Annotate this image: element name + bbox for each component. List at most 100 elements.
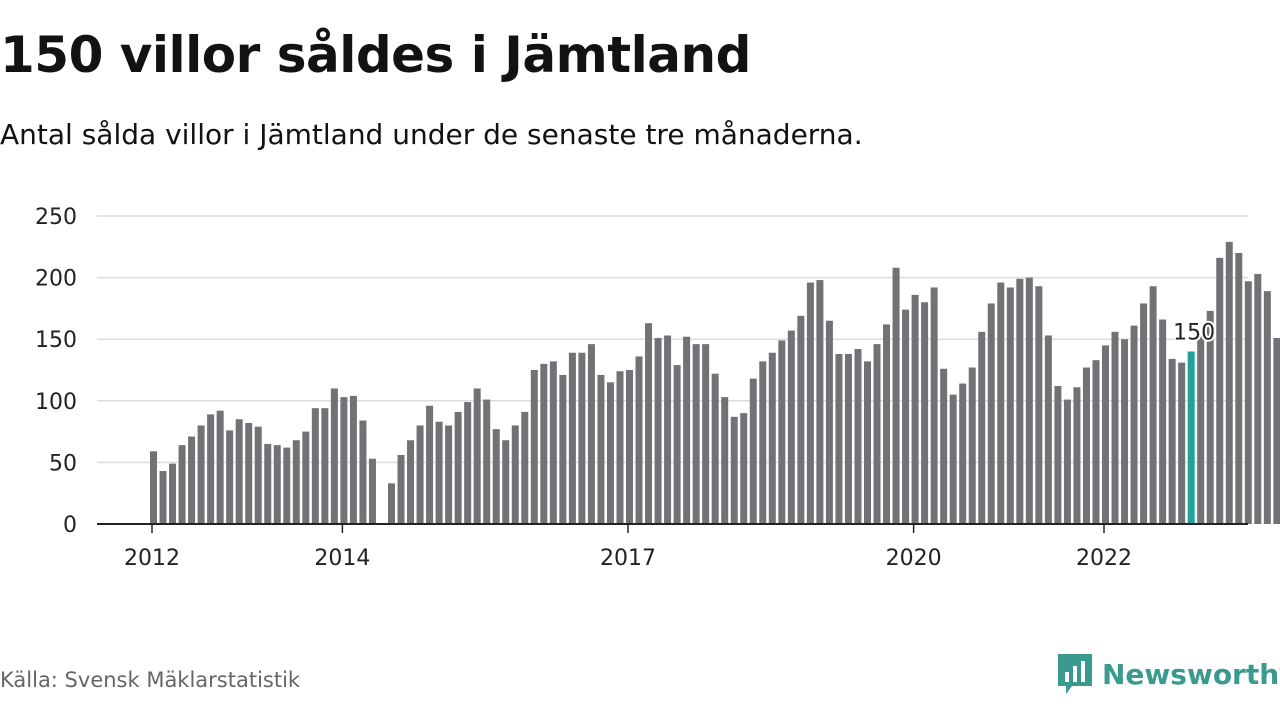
bar (178, 445, 186, 524)
chart-subtitle: Antal sålda villor i Jämtland under de s… (0, 118, 863, 151)
bar (1244, 281, 1252, 524)
newsworthy-logo-icon (1058, 654, 1092, 694)
bar (1102, 345, 1109, 524)
bar (169, 463, 177, 524)
bar (549, 361, 557, 524)
bar (302, 431, 310, 524)
x-tick-label: 2022 (1076, 546, 1132, 571)
bar (759, 361, 767, 524)
x-tick-label: 2020 (886, 546, 942, 571)
bar (359, 420, 367, 524)
y-tick-label: 50 (49, 451, 77, 476)
bar (578, 352, 586, 524)
bar (1178, 362, 1186, 524)
y-tick-label: 0 (63, 513, 77, 538)
bar (1206, 310, 1214, 524)
bar (1073, 387, 1081, 524)
bar (1263, 291, 1271, 524)
y-tick-label: 150 (35, 328, 77, 353)
bar (797, 315, 805, 524)
source-note: Källa: Svensk Mäklarstatistik (0, 668, 301, 692)
y-tick-label: 200 (35, 267, 77, 292)
bar (235, 419, 243, 524)
y-tick-label: 100 (35, 390, 77, 415)
bar (454, 411, 462, 524)
bar (1254, 273, 1262, 524)
bar (311, 408, 319, 524)
bar (1063, 399, 1071, 524)
bar (1016, 278, 1024, 524)
bar (407, 440, 415, 524)
bar (626, 370, 633, 524)
bar (559, 374, 567, 524)
bar (825, 320, 833, 524)
bar (483, 399, 491, 524)
bar (349, 395, 357, 524)
bar (1140, 303, 1148, 524)
bar (606, 382, 614, 524)
bar (864, 361, 871, 524)
brand-name: Newsworthy (1102, 657, 1280, 691)
bar (702, 344, 710, 524)
bar (1111, 331, 1119, 524)
bar (368, 458, 376, 524)
bar (911, 294, 919, 524)
data-label: 150 (1173, 321, 1215, 346)
bar (150, 451, 157, 524)
bar (1082, 367, 1090, 524)
y-tick-label: 250 (35, 205, 77, 230)
x-tick-label: 2017 (600, 546, 656, 571)
bar (216, 410, 224, 524)
bar (207, 414, 215, 524)
brand-logo: Newsworthy (1058, 652, 1280, 696)
bar (711, 373, 719, 524)
bar (816, 280, 824, 524)
bar (740, 413, 748, 524)
bar (502, 440, 510, 524)
bar (854, 349, 862, 524)
bar (530, 370, 538, 524)
bar (940, 368, 948, 524)
bar (1044, 335, 1052, 524)
bar (749, 378, 757, 524)
bar (473, 388, 481, 524)
bar (787, 330, 795, 524)
bar (416, 425, 424, 524)
x-tick-label: 2014 (314, 546, 370, 571)
bar (340, 397, 348, 524)
bar (997, 282, 1005, 524)
bar (730, 416, 738, 524)
bar (616, 371, 624, 524)
bar (597, 374, 605, 524)
bar (397, 455, 405, 524)
bar (273, 445, 281, 524)
bar (159, 471, 167, 524)
bar (721, 397, 729, 524)
bar (321, 408, 329, 524)
bar (264, 443, 272, 524)
x-tick-label: 2012 (124, 546, 180, 571)
bar (645, 323, 653, 524)
bar (949, 394, 957, 524)
bar (806, 282, 814, 524)
bar (692, 344, 700, 524)
bar (492, 429, 500, 524)
bar (673, 365, 681, 524)
bar (1197, 331, 1205, 524)
bar (283, 447, 291, 524)
bar (892, 267, 900, 524)
bar (1006, 287, 1014, 524)
bar (921, 302, 929, 524)
bar (197, 425, 205, 524)
bar (292, 440, 300, 524)
bar (388, 483, 395, 524)
bar (1035, 286, 1043, 524)
bar (664, 335, 672, 524)
bar (883, 324, 891, 524)
bar (521, 411, 529, 524)
bar (435, 421, 443, 524)
bar (540, 363, 548, 524)
bar (464, 402, 472, 524)
bar (844, 353, 852, 524)
bar (188, 436, 196, 524)
